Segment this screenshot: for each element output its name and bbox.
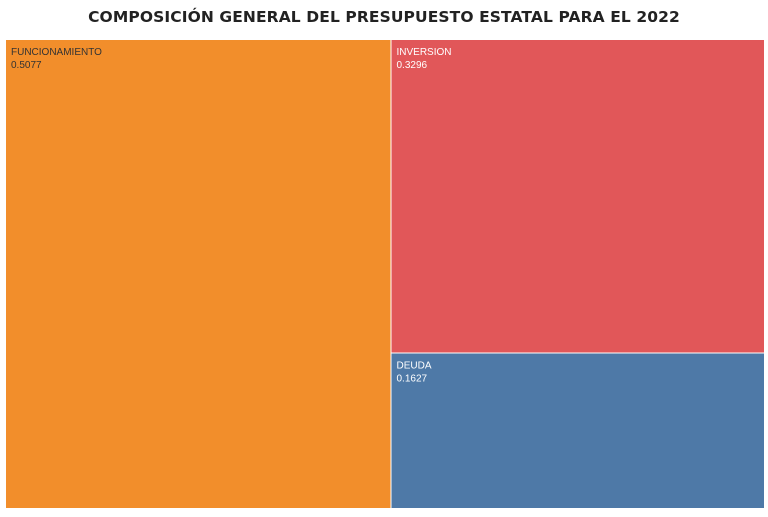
tile-value-inversion: 0.3296 xyxy=(397,60,428,71)
tile-label-deuda: DEUDA xyxy=(397,361,432,372)
chart-title: COMPOSICIÓN GENERAL DEL PRESUPUESTO ESTA… xyxy=(88,8,680,26)
tile-rect-deuda[interactable] xyxy=(391,353,765,509)
tile-funcionamiento[interactable]: FUNCIONAMIENTO 0.5077 xyxy=(6,40,391,508)
treemap: FUNCIONAMIENTO 0.5077 INVERSION 0.3296 DEUDA… xyxy=(6,40,764,508)
tile-value-deuda: 0.1627 xyxy=(397,374,428,385)
tile-value-funcionamiento: 0.5077 xyxy=(11,60,42,71)
tile-rect-inversion[interactable] xyxy=(391,40,765,353)
tile-inversion[interactable]: INVERSION 0.3296 xyxy=(391,40,765,353)
tile-deuda[interactable]: DEUDA 0.1627 xyxy=(391,353,765,509)
treemap-svg: FUNCIONAMIENTO 0.5077 INVERSION 0.3296 DEUDA… xyxy=(6,40,764,508)
tile-rect-funcionamiento[interactable] xyxy=(6,40,391,508)
tile-label-inversion: INVERSION xyxy=(397,47,452,58)
tile-label-funcionamiento: FUNCIONAMIENTO xyxy=(11,47,102,58)
